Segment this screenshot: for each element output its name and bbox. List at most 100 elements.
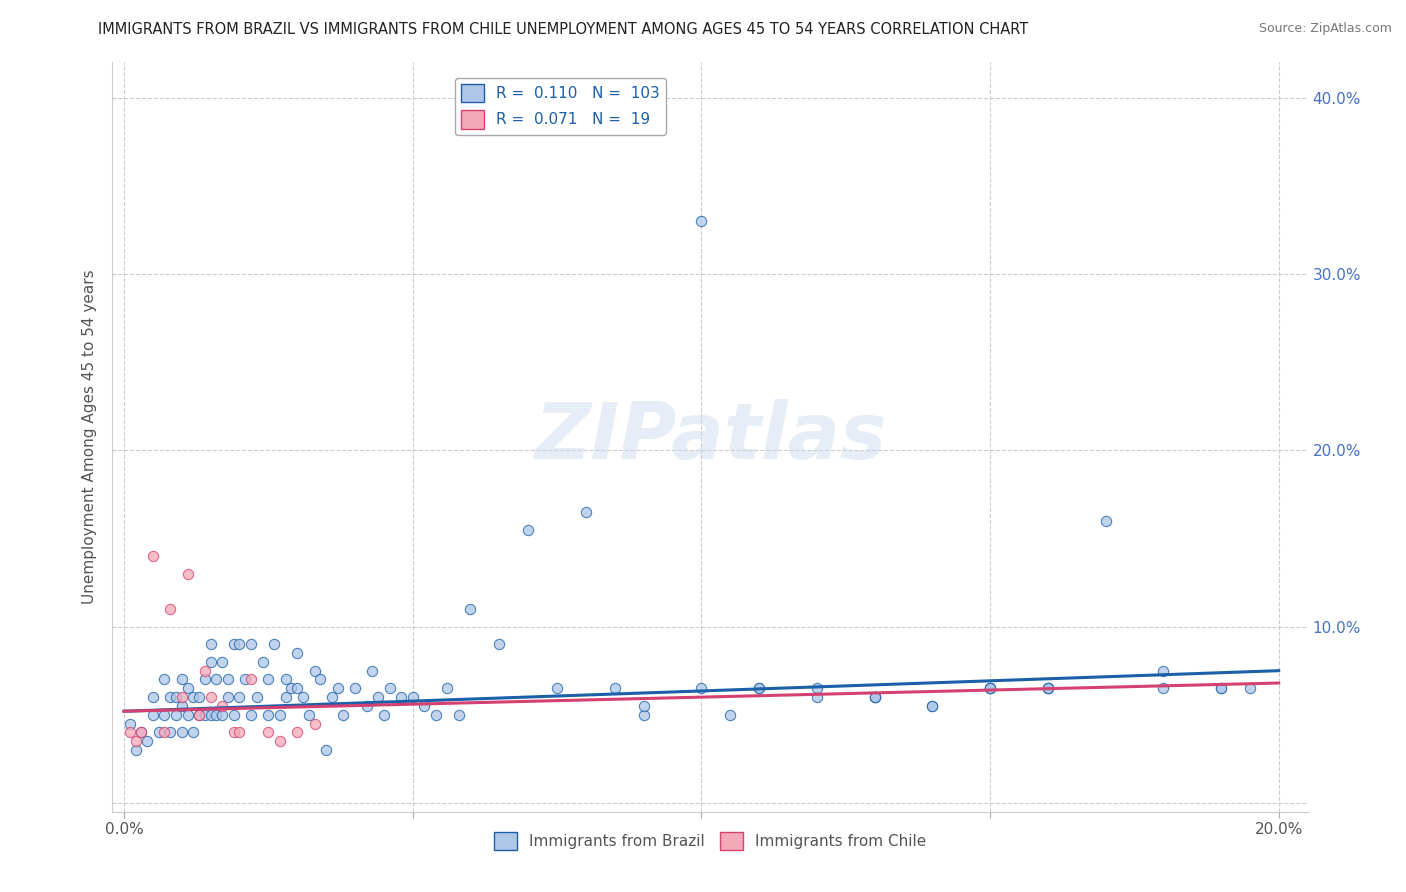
Point <box>1036 681 1059 696</box>
Point <box>979 681 1001 696</box>
Point <box>367 690 389 705</box>
Point <box>1209 681 1232 696</box>
Point <box>165 707 187 722</box>
Point <box>170 673 193 687</box>
Point <box>460 602 482 616</box>
Point <box>863 690 886 705</box>
Point <box>292 690 315 705</box>
Point <box>142 690 165 705</box>
Point <box>181 725 204 739</box>
Point <box>176 681 198 696</box>
Point <box>488 637 510 651</box>
Point <box>690 681 713 696</box>
Point <box>205 673 228 687</box>
Point <box>211 655 233 669</box>
Point <box>1152 664 1174 678</box>
Point <box>309 673 332 687</box>
Point <box>979 681 1001 696</box>
Point <box>413 698 436 713</box>
Point <box>257 725 280 739</box>
Point <box>228 725 250 739</box>
Point <box>575 505 598 519</box>
Point <box>378 681 401 696</box>
Point <box>806 681 828 696</box>
Point <box>233 673 256 687</box>
Point <box>285 725 308 739</box>
Point <box>633 698 655 713</box>
Point <box>304 664 326 678</box>
Point <box>252 655 274 669</box>
Point <box>217 690 239 705</box>
Point <box>274 690 297 705</box>
Point <box>170 690 193 705</box>
Point <box>863 690 886 705</box>
Point <box>131 725 153 739</box>
Point <box>315 743 337 757</box>
Point <box>188 707 211 722</box>
Point <box>1036 681 1059 696</box>
Point <box>806 690 828 705</box>
Point <box>1036 681 1059 696</box>
Point <box>165 690 187 705</box>
Point <box>321 690 343 705</box>
Point <box>718 707 741 722</box>
Point <box>280 681 302 696</box>
Point <box>269 734 291 748</box>
Point <box>222 637 245 651</box>
Text: IMMIGRANTS FROM BRAZIL VS IMMIGRANTS FROM CHILE UNEMPLOYMENT AMONG AGES 45 TO 54: IMMIGRANTS FROM BRAZIL VS IMMIGRANTS FRO… <box>98 22 1029 37</box>
Point <box>263 637 285 651</box>
Point <box>332 707 354 722</box>
Point <box>194 673 217 687</box>
Point <box>124 743 146 757</box>
Point <box>153 707 176 722</box>
Point <box>194 664 217 678</box>
Point <box>517 523 540 537</box>
Point <box>148 725 170 739</box>
Point <box>447 707 470 722</box>
Point <box>361 664 384 678</box>
Point <box>1094 514 1116 528</box>
Point <box>269 707 291 722</box>
Point <box>153 673 176 687</box>
Point <box>228 690 250 705</box>
Point <box>222 725 245 739</box>
Point <box>228 637 250 651</box>
Point <box>153 725 176 739</box>
Point <box>603 681 626 696</box>
Point <box>356 698 378 713</box>
Point <box>188 690 211 705</box>
Point <box>200 690 222 705</box>
Point <box>921 698 943 713</box>
Point <box>240 673 263 687</box>
Point <box>200 637 222 651</box>
Point <box>285 646 308 660</box>
Point <box>222 707 245 722</box>
Point <box>205 707 228 722</box>
Point <box>304 716 326 731</box>
Point <box>176 707 198 722</box>
Point <box>142 549 165 563</box>
Point <box>240 707 263 722</box>
Point <box>1239 681 1261 696</box>
Point <box>1152 681 1174 696</box>
Point <box>131 725 153 739</box>
Point <box>326 681 349 696</box>
Y-axis label: Unemployment Among Ages 45 to 54 years: Unemployment Among Ages 45 to 54 years <box>82 269 97 605</box>
Point <box>1209 681 1232 696</box>
Point <box>200 655 222 669</box>
Point <box>425 707 447 722</box>
Point <box>343 681 366 696</box>
Point <box>200 707 222 722</box>
Point <box>690 214 713 228</box>
Point <box>211 698 233 713</box>
Point <box>217 673 239 687</box>
Point <box>257 707 280 722</box>
Point <box>159 690 181 705</box>
Point <box>748 681 770 696</box>
Point <box>118 716 141 731</box>
Text: ZIPatlas: ZIPatlas <box>534 399 886 475</box>
Point <box>170 725 193 739</box>
Text: Source: ZipAtlas.com: Source: ZipAtlas.com <box>1258 22 1392 36</box>
Point <box>257 673 280 687</box>
Point <box>389 690 412 705</box>
